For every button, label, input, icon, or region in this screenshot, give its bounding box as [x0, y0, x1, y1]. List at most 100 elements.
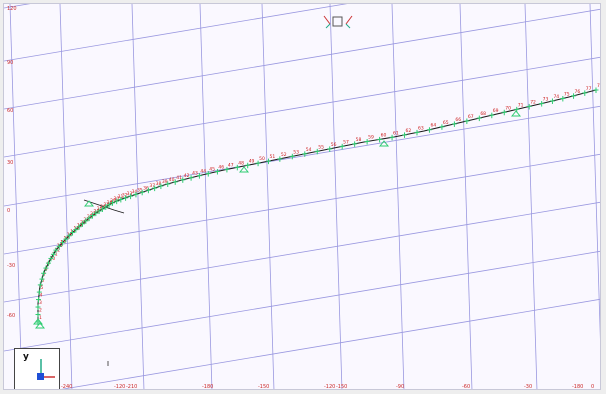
x-tick-label: -210: [126, 384, 137, 390]
support-glyph: [378, 140, 390, 147]
node-marker: [114, 198, 120, 205]
node-label: 66: [455, 117, 461, 123]
grid-line-v: [589, 4, 600, 340]
node-marker: [560, 95, 566, 102]
node-marker: [377, 136, 383, 143]
node-marker: [501, 109, 507, 116]
y-tick-label: 120: [7, 6, 17, 12]
node-label: 4: [39, 293, 42, 299]
grid-line-h: [4, 4, 31, 9]
node-marker: [451, 121, 457, 127]
node-label: 39: [162, 179, 168, 185]
x-tick-label: -150: [258, 384, 269, 390]
y-tick-label: 0: [7, 208, 10, 214]
node-label: 63: [418, 125, 424, 131]
view-cube-icon[interactable]: [322, 14, 354, 30]
grid-line-v: [59, 4, 73, 389]
node-marker: [439, 124, 445, 130]
node-marker: [549, 98, 555, 104]
grid-line-v: [524, 4, 538, 389]
axis-triad-icon: [37, 359, 55, 380]
axis-y-label: y: [23, 352, 29, 362]
node-label: 29: [110, 198, 116, 204]
node-marker: [56, 243, 62, 250]
x-tick-label: -90: [396, 384, 404, 390]
support-glyph: [238, 166, 250, 173]
node-marker: [314, 148, 320, 155]
node-marker: [582, 90, 588, 96]
node-label: 48: [238, 160, 244, 166]
node-label: 47: [228, 162, 234, 168]
node-marker: [245, 162, 251, 169]
node-marker: [66, 233, 72, 239]
node-label: 6: [41, 278, 44, 284]
grid-line-v: [391, 4, 405, 389]
node-label: 34: [132, 189, 138, 195]
y-tick-label: 60: [7, 108, 13, 114]
node-label: 5: [40, 285, 43, 291]
x-tick-label: 0: [591, 384, 594, 390]
node-label: 76: [575, 89, 581, 95]
x-tick-label: -180: [202, 384, 213, 390]
node-label: 60: [381, 132, 387, 138]
node-label: 28: [107, 200, 113, 206]
cad-viewport[interactable]: 120 90 60 30 0 -30 -60 -240 -120 -210 -180 -150 -120…: [3, 3, 601, 390]
node-marker: [265, 158, 271, 165]
x-tick-label: -240: [61, 384, 72, 390]
node-label: 16: [67, 232, 73, 238]
node-label: 18: [74, 226, 80, 232]
node-marker: [43, 265, 49, 272]
node-label: 54: [306, 147, 312, 153]
node-marker: [464, 118, 470, 124]
node-marker: [35, 297, 41, 303]
node-label: 64: [430, 123, 436, 129]
grid-line-h: [4, 201, 600, 303]
grid-line-h: [61, 298, 600, 389]
axis-triad: y: [14, 348, 60, 389]
node-marker: [89, 213, 95, 219]
node-label: 49: [249, 158, 255, 164]
grid-line-h: [4, 56, 600, 158]
node-marker: [63, 236, 69, 243]
node-label: 10: [49, 256, 55, 262]
node-marker: [99, 206, 105, 212]
grid-line-v: [261, 4, 275, 389]
node-marker: [152, 185, 158, 192]
node-label: 17: [70, 229, 76, 235]
node-marker: [224, 166, 230, 173]
node-label: 3: [39, 300, 42, 306]
node-label: 7: [43, 272, 46, 278]
node-label: 43: [192, 171, 198, 177]
grid-line-h: [4, 153, 600, 255]
node-label: 72: [530, 99, 536, 105]
node-label: 75: [564, 91, 570, 97]
node-marker: [302, 151, 308, 157]
grid-line-h: [4, 8, 600, 110]
node-label: 51: [269, 154, 275, 160]
node-label: 33: [127, 191, 133, 197]
node-label: 69: [493, 108, 499, 114]
support-glyph: [83, 200, 95, 207]
node-marker: [539, 101, 545, 107]
grid-line-v: [9, 4, 23, 389]
x-tick-label: -30: [524, 384, 532, 390]
node-label: 26: [100, 204, 106, 210]
node-label: 67: [468, 114, 474, 120]
node-label: 56: [331, 142, 337, 148]
node-label: 73: [543, 97, 549, 103]
node-marker: [103, 204, 109, 210]
node-marker: [277, 156, 283, 162]
node-marker: [83, 218, 89, 224]
grid-line-v: [131, 4, 145, 389]
node-marker: [60, 240, 66, 246]
node-label: 38: [156, 181, 162, 187]
node-marker: [48, 255, 54, 262]
node-label: 20: [80, 220, 86, 226]
node-marker: [172, 179, 178, 185]
node-label: 40: [169, 177, 175, 183]
y-tick-label: -60: [7, 313, 15, 319]
node-marker: [526, 103, 532, 110]
node-marker: [93, 210, 99, 217]
x-tick-label: -120: [114, 384, 125, 390]
